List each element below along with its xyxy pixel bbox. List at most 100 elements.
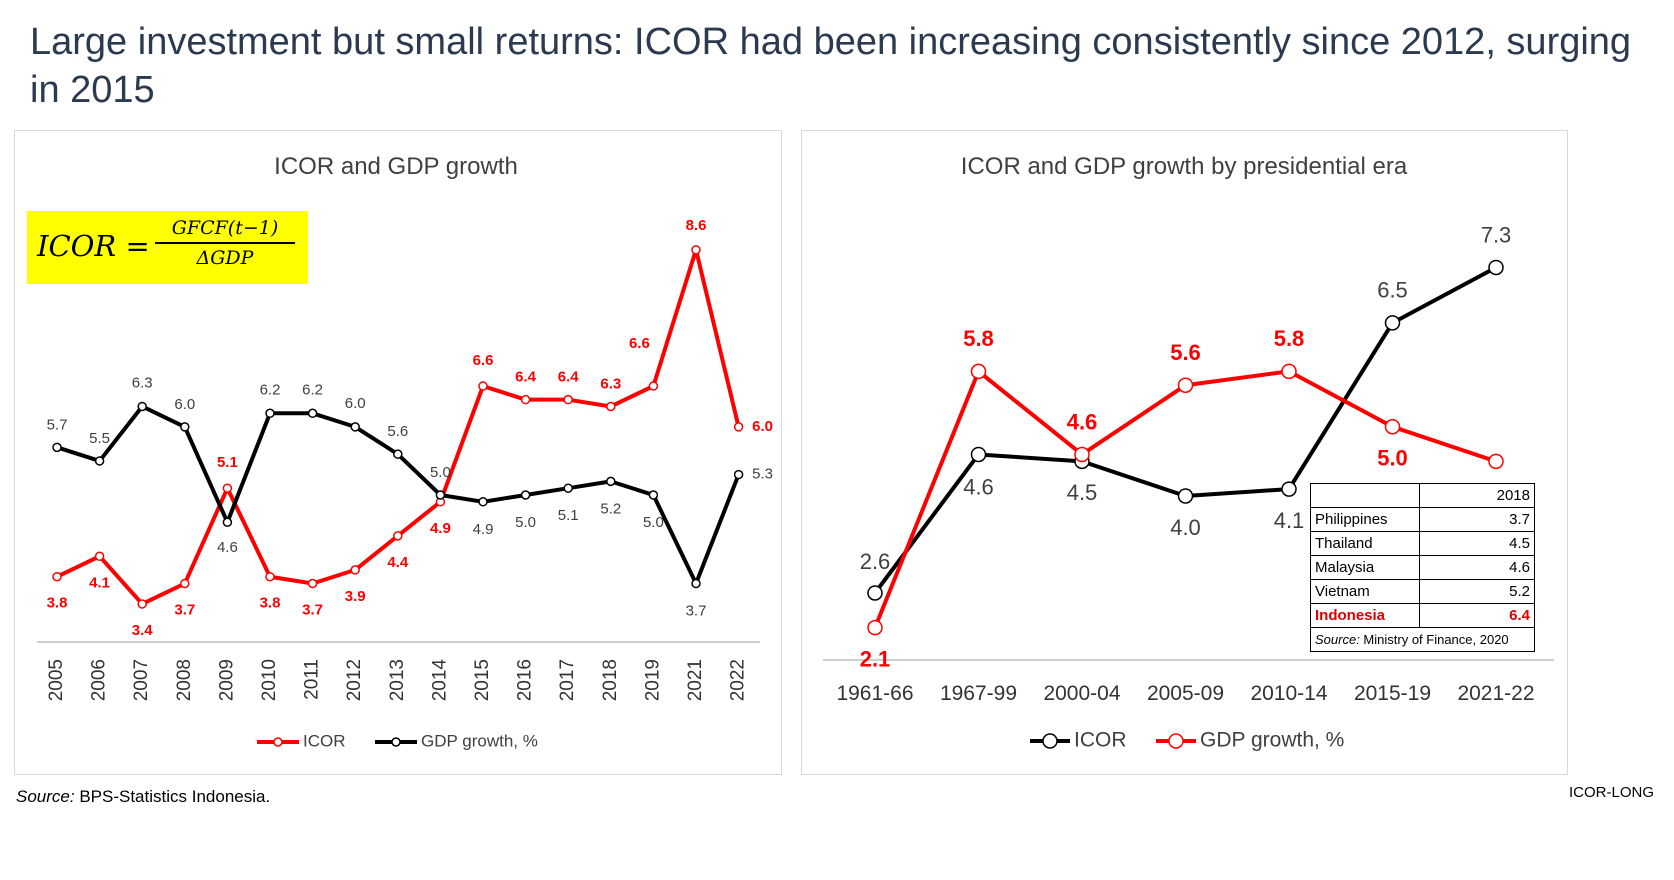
data-label-icor: 4.0 — [1170, 515, 1201, 540]
data-point-icor — [970, 446, 987, 463]
data-label-gdp-growth: 3.7 — [686, 602, 707, 619]
data-label-icor: 6.4 — [558, 369, 580, 386]
table-cell-value: 6.4 — [1419, 603, 1535, 628]
data-point-gdp-growth — [563, 483, 573, 493]
chart-title: ICOR and GDP growth by presidential era — [961, 153, 1408, 180]
data-point-gdp-growth — [1281, 363, 1297, 380]
chart-title: ICOR and GDP growth — [274, 153, 518, 180]
table-row: Vietnam 5.2 — [1310, 579, 1535, 604]
data-point-gdp-growth — [520, 490, 531, 500]
data-point-icor — [478, 381, 488, 391]
x-tick-label: 2021 — [685, 659, 706, 701]
data-label-icor: 3.8 — [47, 595, 68, 612]
data-point-gdp-growth — [733, 469, 744, 480]
data-label-gdp-growth: 5.8 — [963, 326, 994, 351]
data-label-gdp-growth: 6.2 — [260, 381, 281, 398]
data-label-gdp-growth: 5.6 — [1170, 340, 1201, 365]
data-point-icor — [648, 381, 659, 391]
footer-source: Source: BPS-Statistics Indonesia. — [16, 787, 270, 807]
data-label-icor: 3.7 — [174, 601, 195, 618]
data-label-gdp-growth: 6.3 — [132, 374, 153, 391]
x-tick-label: 2010-14 — [1250, 682, 1327, 705]
data-label-icor: 3.7 — [302, 601, 323, 618]
table-cell-value: 3.7 — [1419, 507, 1535, 532]
data-label-icor: 6.5 — [1377, 278, 1408, 303]
data-label-gdp-growth: 4.9 — [473, 521, 494, 538]
data-label-gdp-growth: 6.2 — [302, 381, 323, 398]
data-label-icor: 4.6 — [963, 474, 994, 499]
table-source-text: Ministry of Finance, 2020 — [1359, 632, 1509, 647]
data-label-icor: 2.6 — [860, 549, 891, 574]
data-point-gdp-growth — [691, 578, 701, 589]
data-point-gdp-growth — [393, 449, 403, 459]
data-point-icor — [180, 578, 190, 589]
footer-tag: ICOR-LONG — [1568, 784, 1654, 801]
data-label-icor: 8.6 — [686, 217, 707, 234]
x-tick-label: 2008 — [174, 659, 195, 701]
data-label-gdp-growth: 5.0 — [643, 514, 664, 531]
data-point-gdp-growth — [180, 422, 190, 432]
legend-marker-icor — [1042, 733, 1058, 749]
x-tick-label: 2015-19 — [1354, 682, 1431, 705]
table-row: Thailand 4.5 — [1310, 531, 1535, 556]
data-label-gdp-growth: 5.7 — [47, 416, 68, 433]
footer-source-label: Source: — [16, 787, 75, 806]
data-point-icor — [94, 551, 105, 562]
data-point-gdp-growth — [307, 408, 318, 419]
data-label-icor: 6.4 — [515, 369, 537, 386]
data-point-icor — [307, 578, 318, 589]
x-tick-label: 2000-04 — [1043, 682, 1120, 705]
x-tick-label: 2014 — [429, 659, 450, 702]
data-point-gdp-growth — [1177, 377, 1194, 393]
x-tick-label: 2010 — [259, 659, 280, 701]
data-point-gdp-growth — [435, 490, 446, 500]
data-point-gdp-growth — [478, 497, 488, 507]
data-label-icor: 4.4 — [387, 554, 409, 571]
data-label-gdp-growth: 5.0 — [1377, 446, 1408, 471]
formula-numerator: GFCF(t−1) — [155, 217, 295, 244]
table-header-blank — [1310, 483, 1420, 508]
x-tick-label: 2017 — [557, 659, 578, 701]
left-chart-panel: ICOR and GDP growth 2005 2006 2007 2008 2009 2… — [14, 130, 782, 775]
data-label-icor: 6.0 — [752, 418, 773, 435]
table-cell-country: Indonesia — [1310, 603, 1420, 628]
legend-label-gdp-growth: GDP growth, % — [1200, 729, 1344, 752]
page-title: Large investment but small returns: ICOR… — [30, 21, 1632, 111]
data-label-gdp-growth: 5.2 — [600, 500, 621, 517]
data-label-gdp-growth: 4.6 — [1067, 409, 1098, 434]
data-label-icor: 7.3 — [1481, 222, 1512, 247]
data-point-icor — [867, 585, 883, 601]
data-label-icor: 3.4 — [132, 622, 154, 639]
x-tick-label: 2011 — [302, 659, 323, 700]
formula-fraction: GFCF(t−1) ΔGDP — [155, 217, 295, 269]
data-label-icor: 6.3 — [600, 375, 621, 392]
x-tick-label: 2013 — [387, 659, 408, 701]
table-row: Philippines 3.7 — [1310, 507, 1535, 532]
data-point-icor — [733, 422, 744, 432]
footer-source-text: BPS-Statistics Indonesia. — [74, 787, 271, 806]
x-tick-label: 2015 — [472, 659, 493, 701]
table-cell-value: 4.6 — [1419, 555, 1535, 580]
country-icor-table: 2018 Philippines 3.7 Thailand 4.5 Malays… — [1310, 483, 1535, 652]
table-source-row: Source: Ministry of Finance, 2020 — [1310, 627, 1535, 652]
data-point-gdp-growth — [867, 619, 883, 636]
data-point-icor — [563, 394, 573, 405]
data-point-icor — [691, 245, 701, 255]
data-point-gdp-growth — [222, 517, 233, 527]
table-header-row: 2018 — [1310, 483, 1535, 508]
x-tick-label: 2005 — [46, 659, 67, 701]
data-label-gdp-growth: 4.6 — [217, 539, 238, 556]
data-label-gdp-growth: 6.0 — [174, 396, 195, 413]
x-tick-label: 2021-22 — [1457, 682, 1534, 705]
data-point-gdp-growth — [350, 422, 360, 432]
legend-marker-gdp-growth — [391, 737, 401, 747]
data-label-gdp-growth: 6.0 — [345, 395, 366, 412]
table-cell-country: Thailand — [1310, 531, 1420, 556]
table-cell-value: 5.2 — [1419, 579, 1535, 604]
data-point-icor — [52, 571, 62, 582]
data-point-icor — [1488, 259, 1504, 276]
x-tick-label: 2009 — [216, 659, 237, 701]
data-point-gdp-growth — [1074, 446, 1090, 463]
x-tick-label: 2016 — [515, 659, 536, 701]
x-tick-label: 2022 — [728, 659, 749, 701]
